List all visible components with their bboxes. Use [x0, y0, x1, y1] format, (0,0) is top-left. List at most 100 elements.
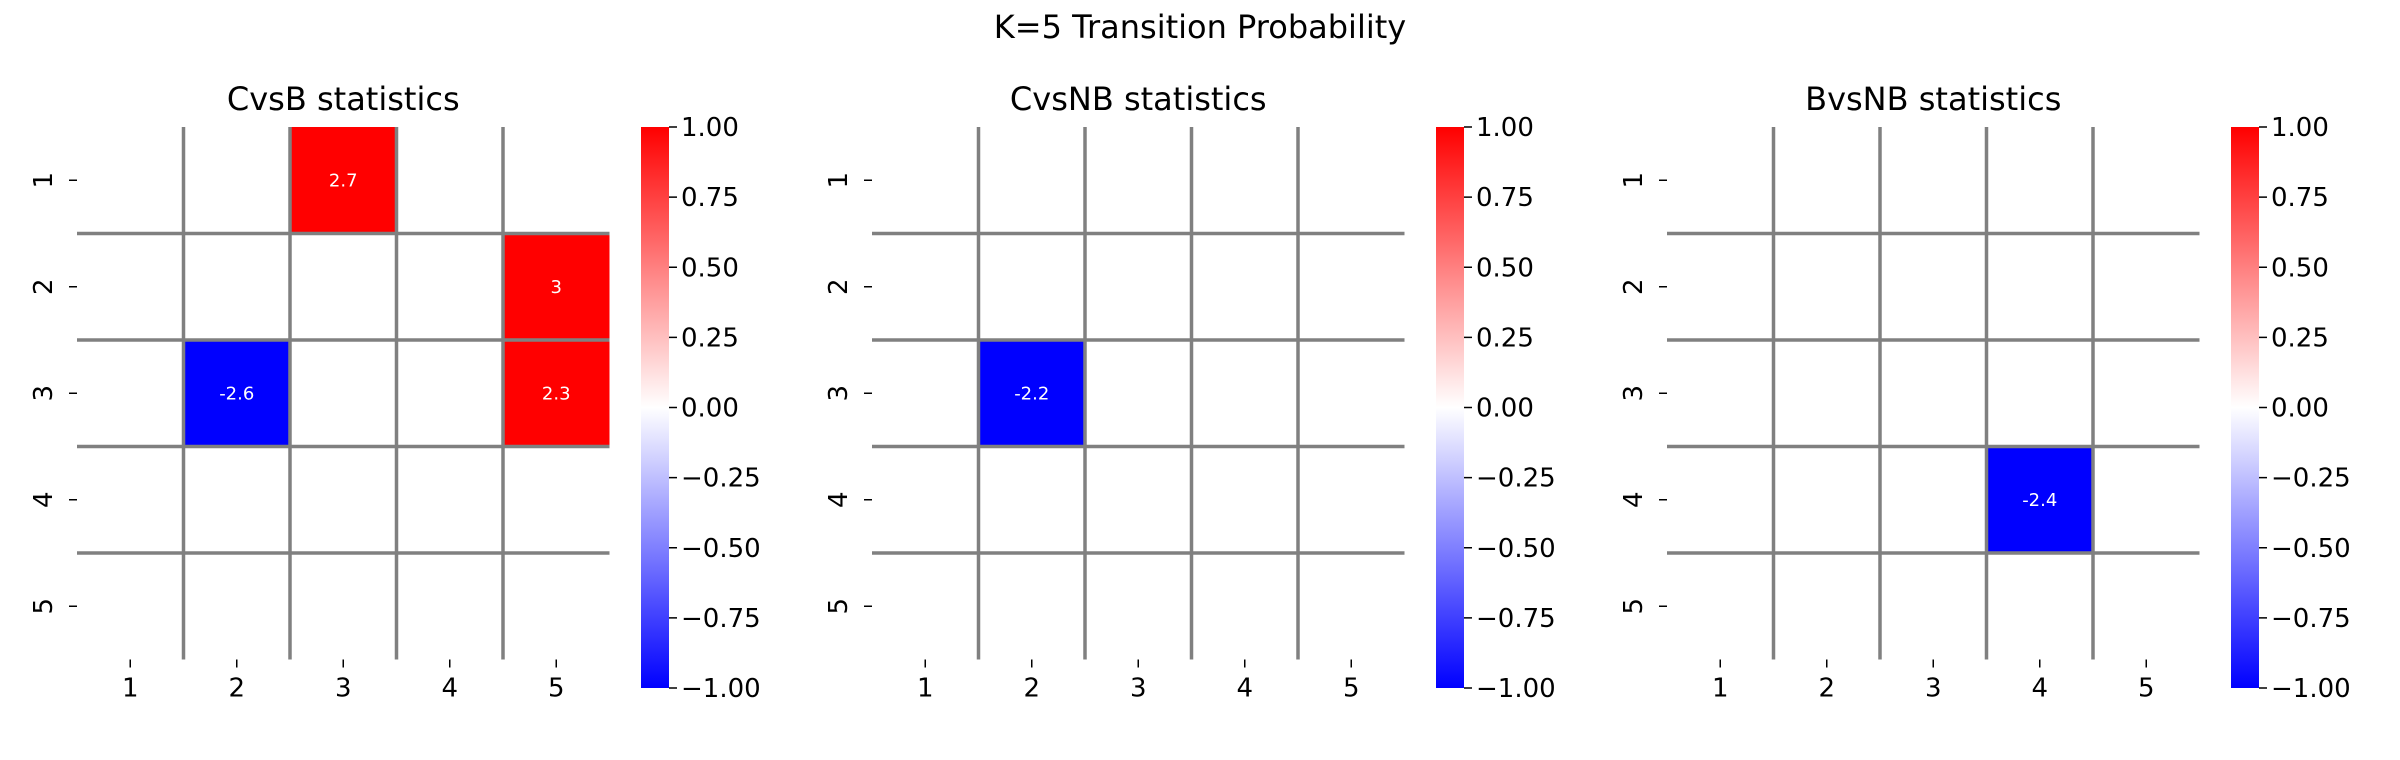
heatmap-panel-3: BvsNB statistics -2.4 1 2 3 4 5 1 2 3 4 5 1.00 0.75 0.…: [1619, 80, 2351, 704]
heatmap-cell: [978, 127, 1085, 234]
colorbar-tick-label: −0.75: [2271, 604, 2351, 634]
heatmap-title: CvsNB statistics: [1010, 80, 1267, 118]
cell-value-label: -2.2: [1014, 383, 1049, 404]
heatmap-cell: [978, 233, 1085, 340]
heatmap-cell: [1986, 553, 2093, 660]
heatmap-cell: [503, 553, 610, 660]
heatmap-cell: [290, 446, 397, 553]
heatmap-cell: [183, 553, 290, 660]
heatmap-cell: [872, 233, 979, 340]
heatmap-cell: [1773, 127, 1880, 234]
y-tick-label: 4: [29, 491, 59, 508]
x-tick-label: 3: [1925, 674, 1942, 704]
heatmap-cell: [183, 446, 290, 553]
heatmap-cell: [1986, 233, 2093, 340]
heatmap-cell-significant: [183, 340, 290, 447]
heatmap-cell: [2093, 446, 2200, 553]
heatmap-cell: [1986, 127, 2093, 234]
y-tick-label: 4: [1619, 491, 1649, 508]
x-tick-label: 4: [1236, 674, 1253, 704]
heatmap-cell: [183, 127, 290, 234]
heatmap-cell: [978, 446, 1085, 553]
colorbar-tick-label: 1.00: [1476, 113, 1534, 143]
heatmap-cell: [1298, 446, 1405, 553]
colorbar-tick-label: 0.50: [2271, 253, 2329, 283]
colorbar-tick-label: 0.50: [1476, 253, 1534, 283]
colorbar-tick-label: −0.25: [1476, 464, 1556, 494]
colorbar: 1.00 0.75 0.50 0.25 0.00 −0.25 −0.50 −0.75 −1.00: [2231, 113, 2351, 704]
y-tick-label: 3: [824, 385, 854, 402]
x-tick-label: 4: [2031, 674, 2048, 704]
colorbar: 1.00 0.75 0.50 0.25 0.00 −0.25 −0.50 −0.75 −1.00: [1436, 113, 1556, 704]
cell-value-label: -2.6: [219, 383, 254, 404]
heatmap-cell: [77, 233, 184, 340]
heatmap-cell: [77, 446, 184, 553]
heatmap-cell: [1773, 446, 1880, 553]
y-tick-label: 1: [824, 172, 854, 189]
colorbar-tick-label: 0.25: [681, 323, 739, 353]
heatmap-cell: [1298, 553, 1405, 660]
heatmap-cell: [1191, 127, 1298, 234]
heatmap-cell: [1986, 340, 2093, 447]
colorbar-gradient: [641, 127, 669, 688]
heatmap-cell: [1085, 446, 1192, 553]
panels: CvsB statistics 2.7 3 -2.6 2.3 1 2 3 4 5 1 2 3 4 5 1.00…: [29, 80, 2351, 704]
heatmap-cell: [1298, 233, 1405, 340]
colorbar-tick-label: 1.00: [681, 113, 739, 143]
heatmap-cell: [1085, 127, 1192, 234]
colorbar-tick-label: 0.75: [1476, 183, 1534, 213]
heatmap-cell: [872, 340, 979, 447]
heatmap-cell: [1773, 553, 1880, 660]
heatmap-cell: [290, 233, 397, 340]
figure-title: K=5 Transition Probability: [994, 8, 1406, 46]
y-tick-label: 2: [29, 278, 59, 295]
colorbar: 1.00 0.75 0.50 0.25 0.00 −0.25 −0.50 −0.75 −1.00: [641, 113, 761, 704]
y-tick-label: 1: [29, 172, 59, 189]
heatmap-cell-significant: [1986, 446, 2093, 553]
x-tick-label: 4: [441, 674, 458, 704]
x-tick-label: 3: [335, 674, 352, 704]
x-tick-label: 5: [1343, 674, 1360, 704]
heatmap-cell: [1298, 340, 1405, 447]
heatmap-cell: [1880, 553, 1987, 660]
heatmap-cell: [1880, 340, 1987, 447]
heatmap-panel-2: CvsNB statistics -2.2 1 2 3 4 5 1 2 3 4 5 1.00 0.75 0.…: [824, 80, 1556, 704]
heatmap-cell: [1191, 233, 1298, 340]
heatmap-cell-significant: [978, 340, 1085, 447]
heatmap-cell: [872, 553, 979, 660]
heatmap-cell: [1667, 553, 1774, 660]
heatmap-cell: [77, 340, 184, 447]
heatmap-cell: [77, 127, 184, 234]
heatmap-cell-significant: [290, 127, 397, 234]
heatmap-cell: [978, 553, 1085, 660]
heatmap-cell: [1880, 127, 1987, 234]
heatmap-cell: [1773, 340, 1880, 447]
colorbar-tick-label: −0.25: [2271, 464, 2351, 494]
colorbar-tick-label: 1.00: [2271, 113, 2329, 143]
x-tick-label: 2: [1023, 674, 1040, 704]
heatmap-cell: [2093, 340, 2200, 447]
colorbar-tick-label: −1.00: [2271, 674, 2351, 704]
colorbar-tick-label: −0.50: [2271, 534, 2351, 564]
heatmap-cell: [872, 446, 979, 553]
y-tick-label: 5: [29, 598, 59, 615]
heatmap-cell: [1880, 233, 1987, 340]
colorbar-tick-label: −0.75: [681, 604, 761, 634]
colorbar-tick-label: 0.00: [2271, 394, 2329, 424]
y-tick-label: 5: [824, 598, 854, 615]
colorbar-tick-label: 0.75: [2271, 183, 2329, 213]
colorbar-gradient: [2231, 127, 2259, 688]
colorbar-tick-label: 0.25: [2271, 323, 2329, 353]
heatmap-cell: [396, 553, 503, 660]
heatmap-title: CvsB statistics: [227, 80, 460, 118]
colorbar-tick-label: 0.00: [681, 394, 739, 424]
heatmap-panel-1: CvsB statistics 2.7 3 -2.6 2.3 1 2 3 4 5 1 2 3 4 5 1.00…: [29, 80, 761, 704]
heatmap-cell: [1085, 233, 1192, 340]
colorbar-tick-label: −1.00: [1476, 674, 1556, 704]
heatmap-cell: [1880, 446, 1987, 553]
y-tick-label: 2: [824, 278, 854, 295]
x-tick-label: 2: [1818, 674, 1835, 704]
heatmap-cell: [1667, 340, 1774, 447]
colorbar-tick-label: −0.50: [681, 534, 761, 564]
x-tick-label: 2: [228, 674, 245, 704]
